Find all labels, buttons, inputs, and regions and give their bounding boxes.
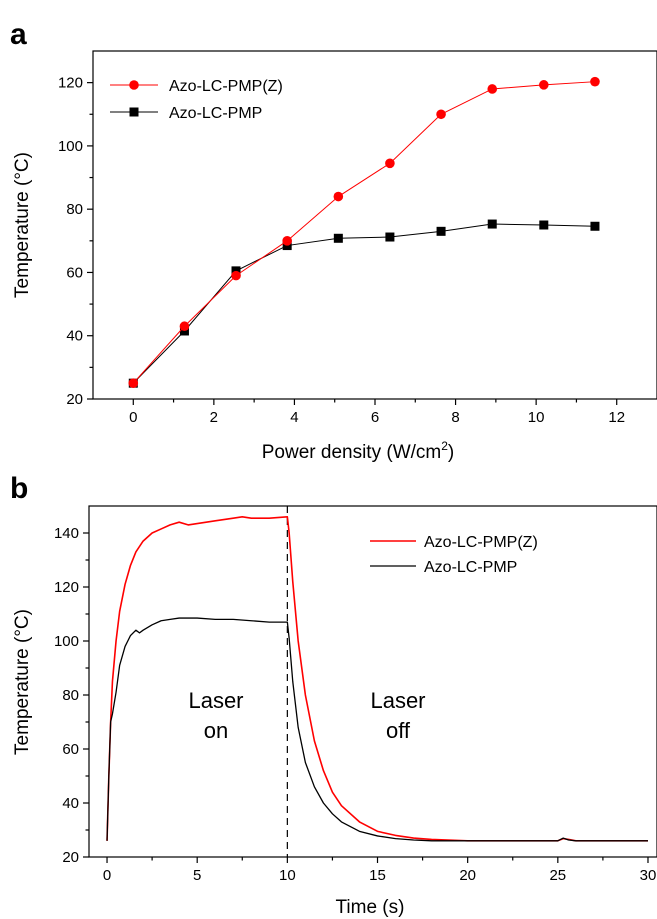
panel-b-ytick-label: 80 (62, 687, 79, 704)
panel-b-frame (88, 505, 657, 858)
panel-a-xlabel: Power density (W/cm2) (262, 439, 455, 463)
panel-b-ytick-label: 140 (54, 525, 79, 542)
annotation-laser-on-line2: on (204, 718, 228, 743)
panel-b-xtick-label: 0 (103, 867, 111, 884)
panel-a-series (128, 76, 600, 388)
data-point-pmpz (385, 158, 395, 169)
data-point-pmp (333, 233, 343, 243)
panel-b-xlabel: Time (s) (336, 897, 405, 918)
panel-a-xlabel-end: ) (448, 442, 454, 463)
panel-b-xtick-label: 20 (459, 867, 476, 884)
panel-a-chart: 0 2 4 6 8 10 12 20 40 60 80 100 120 Temperature (°C)… (12, 50, 657, 463)
data-point-pmp (385, 232, 395, 242)
data-point-pmp (539, 220, 549, 230)
panel-b-series (106, 506, 648, 857)
panel-b-ytick-label: 100 (54, 633, 79, 650)
panel-a-ytick-label: 60 (66, 264, 83, 281)
panel-b-xtick-label: 15 (369, 867, 386, 884)
legend-label-pmp: Azo-LC-PMP (169, 105, 262, 122)
annotation-laser-off-line2: off (386, 718, 411, 743)
data-point-pmpz (538, 80, 549, 90)
panel-a-xtick-label: 2 (210, 409, 218, 426)
panel-b-xtick-label: 5 (193, 867, 201, 884)
legend-label-b-pmp: Azo-LC-PMP (424, 559, 517, 576)
panel-b-legend: Azo-LC-PMP(Z) Azo-LC-PMP (370, 534, 538, 576)
data-point-pmpz (128, 378, 139, 388)
data-point-pmpz (231, 270, 241, 281)
panel-a-xlabel-main: Power density (W/cm (262, 442, 441, 463)
data-point-pmpz (436, 109, 446, 120)
data-point-pmpz (179, 321, 190, 332)
panel-a-label: a (10, 18, 27, 51)
panel-a-xtick-label: 8 (451, 409, 459, 426)
panel-a-legend: Azo-LC-PMP(Z) Azo-LC-PMP (110, 78, 283, 122)
panel-a-ylabel: Temperature (°C) (12, 152, 33, 298)
panel-a-ticks: 0 2 4 6 8 10 12 20 40 60 80 100 120 (58, 75, 625, 426)
panel-a-xtick-label: 10 (528, 409, 545, 426)
panel-a-xtick-label: 0 (129, 409, 137, 426)
series-line-pmp (132, 223, 595, 384)
panel-b-ylabel: Temperature (°C) (12, 609, 33, 755)
data-point-pmpz (590, 76, 600, 87)
series-line-pmpz (132, 81, 595, 384)
data-point-pmp (487, 219, 497, 229)
panel-b-ytick-label: 40 (62, 795, 79, 812)
panel-b-xtick-label: 10 (279, 867, 296, 884)
panel-b-chart: 0 5 10 15 20 25 30 20 40 60 80 100 120 140 Temperatur… (12, 505, 657, 918)
panel-b-xtick-label: 25 (549, 867, 566, 884)
data-point-pmpz (333, 191, 344, 202)
data-point-pmp (436, 226, 446, 236)
panel-a-frame (92, 50, 657, 400)
panel-b-label: b (10, 472, 28, 505)
panel-a-xtick-label: 4 (290, 409, 298, 426)
panel-b-xtick-label: 30 (640, 867, 657, 884)
data-point-pmp (590, 221, 600, 231)
legend-label-b-pmpz: Azo-LC-PMP(Z) (424, 534, 538, 551)
series-line-b-pmpz (106, 515, 648, 842)
data-point-pmpz (282, 236, 292, 246)
panel-a-ytick-label: 40 (66, 328, 83, 345)
panel-a-ytick-label: 120 (58, 75, 83, 92)
legend-marker-pmpz (129, 80, 139, 90)
panel-b-ticks: 0 5 10 15 20 25 30 20 40 60 80 100 120 140 (54, 525, 656, 884)
legend-label-pmpz: Azo-LC-PMP(Z) (169, 78, 283, 95)
panel-a-xtick-label: 12 (608, 409, 625, 426)
panel-a-ytick-label: 100 (58, 138, 83, 155)
panel-b-ytick-label: 20 (62, 849, 79, 866)
legend-marker-pmp (129, 107, 139, 117)
panel-a-xtick-label: 6 (371, 409, 379, 426)
annotation-laser-off-line1: Laser (370, 688, 425, 713)
panel-b-ytick-label: 120 (54, 579, 79, 596)
panel-b-ytick-label: 60 (62, 741, 79, 758)
series-line-b-pmp (106, 617, 648, 842)
panel-a-ytick-label: 80 (66, 201, 83, 218)
data-point-pmpz (487, 84, 498, 94)
panel-a-ytick-label: 20 (66, 391, 83, 408)
annotation-laser-on-line1: Laser (188, 688, 243, 713)
panel-a-xlabel-sup: 2 (441, 439, 448, 453)
